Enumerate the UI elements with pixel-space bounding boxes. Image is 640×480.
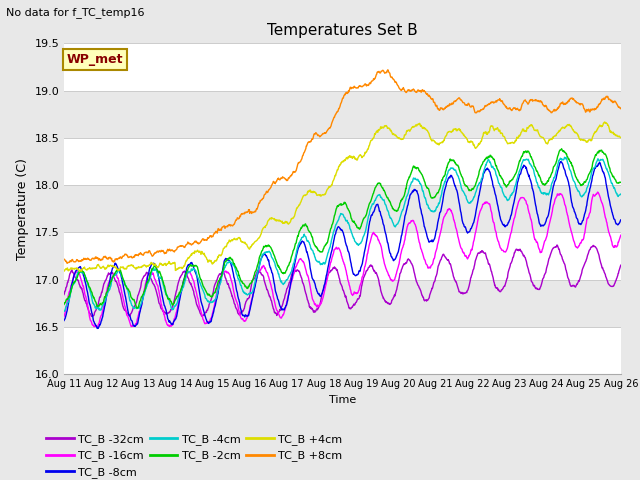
- TC_B -2cm: [557, 146, 565, 152]
- TC_B -16cm: [429, 259, 437, 264]
- TC_B -32cm: [617, 262, 625, 268]
- Bar: [64, 327, 621, 374]
- TC_B -8cm: [246, 304, 254, 310]
- TC_B -2cm: [184, 265, 192, 271]
- TC_B -32cm: [429, 282, 437, 288]
- TC_B -4cm: [171, 303, 179, 309]
- Bar: [64, 185, 621, 232]
- TC_B +4cm: [60, 268, 68, 274]
- TC_B -8cm: [502, 223, 509, 228]
- TC_B +8cm: [384, 67, 392, 72]
- TC_B -16cm: [594, 189, 602, 195]
- TC_B -32cm: [553, 242, 561, 248]
- TC_B -4cm: [61, 309, 68, 314]
- TC_B -16cm: [93, 324, 100, 330]
- TC_B -2cm: [551, 162, 559, 168]
- TC_B -2cm: [171, 298, 179, 304]
- TC_B +8cm: [60, 256, 68, 262]
- TC_B -8cm: [551, 178, 559, 184]
- Text: WP_met: WP_met: [67, 53, 124, 66]
- TC_B -8cm: [429, 238, 437, 244]
- TC_B -8cm: [93, 325, 101, 331]
- TC_B +8cm: [184, 240, 192, 246]
- TC_B -2cm: [60, 301, 68, 307]
- TC_B -4cm: [184, 270, 192, 276]
- TC_B +4cm: [551, 133, 559, 139]
- TC_B -32cm: [502, 279, 509, 285]
- TC_B -32cm: [88, 313, 95, 319]
- TC_B +4cm: [184, 254, 192, 260]
- TC_B -2cm: [429, 195, 437, 201]
- TC_B -16cm: [502, 249, 509, 254]
- TC_B +4cm: [601, 119, 609, 125]
- Legend: TC_B -32cm, TC_B -16cm, TC_B -8cm, TC_B -4cm, TC_B -2cm, TC_B +4cm, TC_B +8cm: TC_B -32cm, TC_B -16cm, TC_B -8cm, TC_B …: [42, 430, 347, 480]
- TC_B -2cm: [502, 183, 509, 189]
- TC_B -16cm: [246, 302, 254, 308]
- TC_B -4cm: [561, 155, 568, 160]
- TC_B -8cm: [617, 217, 625, 223]
- TC_B -8cm: [557, 159, 564, 165]
- Line: TC_B -32cm: TC_B -32cm: [64, 245, 621, 316]
- Bar: [64, 280, 621, 327]
- Line: TC_B -16cm: TC_B -16cm: [64, 192, 621, 327]
- TC_B -4cm: [60, 308, 68, 314]
- Bar: [64, 91, 621, 138]
- TC_B -2cm: [246, 280, 254, 286]
- TC_B +4cm: [76, 268, 84, 274]
- TC_B -8cm: [184, 262, 192, 268]
- TC_B +8cm: [246, 209, 254, 215]
- TC_B -16cm: [184, 270, 192, 276]
- Line: TC_B -8cm: TC_B -8cm: [64, 162, 621, 328]
- TC_B -16cm: [171, 316, 179, 322]
- Line: TC_B -4cm: TC_B -4cm: [64, 157, 621, 312]
- TC_B +8cm: [63, 261, 71, 266]
- TC_B -32cm: [184, 275, 192, 281]
- Bar: [64, 138, 621, 185]
- TC_B -16cm: [60, 313, 68, 319]
- TC_B +4cm: [246, 244, 254, 250]
- TC_B +4cm: [617, 135, 625, 141]
- TC_B -32cm: [246, 288, 254, 294]
- TC_B -8cm: [171, 318, 179, 324]
- Y-axis label: Temperature (C): Temperature (C): [16, 158, 29, 260]
- TC_B -16cm: [617, 232, 625, 238]
- TC_B +8cm: [552, 108, 559, 113]
- Bar: [64, 232, 621, 280]
- TC_B +4cm: [502, 137, 509, 143]
- Text: No data for f_TC_temp16: No data for f_TC_temp16: [6, 7, 145, 18]
- TC_B -4cm: [617, 191, 625, 197]
- TC_B -4cm: [246, 290, 254, 296]
- TC_B +8cm: [429, 99, 437, 105]
- Title: Temperatures Set B: Temperatures Set B: [267, 23, 418, 38]
- Line: TC_B +4cm: TC_B +4cm: [64, 122, 621, 271]
- TC_B -8cm: [60, 318, 68, 324]
- TC_B -4cm: [551, 173, 559, 179]
- TC_B -16cm: [551, 196, 559, 202]
- TC_B +8cm: [171, 248, 179, 254]
- TC_B -4cm: [429, 208, 437, 214]
- TC_B -4cm: [502, 194, 509, 200]
- Bar: [64, 43, 621, 91]
- Line: TC_B +8cm: TC_B +8cm: [64, 70, 621, 264]
- X-axis label: Time: Time: [329, 395, 356, 405]
- TC_B -2cm: [617, 180, 625, 185]
- Line: TC_B -2cm: TC_B -2cm: [64, 149, 621, 308]
- TC_B -32cm: [171, 295, 179, 301]
- TC_B +8cm: [617, 106, 625, 111]
- TC_B +8cm: [502, 104, 510, 109]
- TC_B -2cm: [133, 305, 141, 311]
- TC_B -32cm: [60, 292, 68, 298]
- TC_B -32cm: [551, 244, 559, 250]
- TC_B +4cm: [429, 137, 437, 143]
- TC_B +4cm: [171, 259, 179, 265]
